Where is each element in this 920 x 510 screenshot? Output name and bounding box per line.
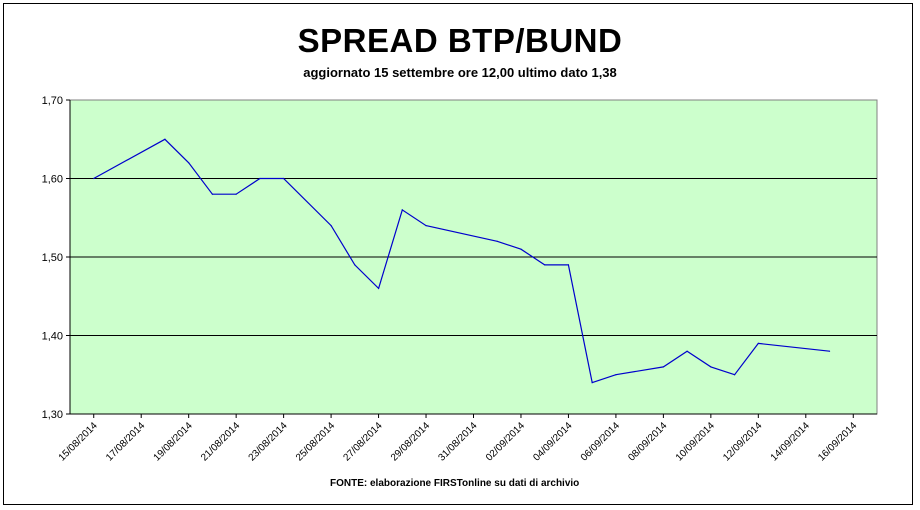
- data-point: [188, 162, 190, 164]
- data-point: [828, 350, 831, 352]
- chart-source: FONTE: elaborazione FIRSTonline su dati …: [330, 478, 580, 489]
- data-point: [757, 342, 759, 344]
- data-point: [615, 374, 617, 376]
- x-tick-label: 15/08/2014: [57, 420, 100, 463]
- y-tick-label: 1,50: [42, 252, 63, 264]
- data-point: [686, 350, 688, 352]
- data-point: [93, 177, 95, 180]
- series-line: [93, 138, 830, 384]
- data-point: [591, 382, 593, 384]
- x-tick-label: 29/08/2014: [389, 420, 432, 463]
- data-point: [401, 209, 403, 211]
- data-point: [259, 177, 261, 180]
- x-tick-label: 12/09/2014: [721, 420, 764, 463]
- x-tick-label: 02/09/2014: [484, 420, 527, 463]
- x-tick-label: 04/09/2014: [531, 420, 574, 463]
- y-tick-label: 1,40: [42, 331, 63, 343]
- x-tick-label: 06/09/2014: [579, 420, 622, 463]
- data-point: [330, 225, 332, 227]
- x-tick-label: 08/09/2014: [626, 420, 669, 463]
- x-tick-label: 21/08/2014: [199, 420, 242, 463]
- data-point: [164, 138, 166, 140]
- data-point: [283, 177, 285, 180]
- x-tick-label: 31/08/2014: [436, 420, 479, 463]
- x-tick-label: 17/08/2014: [104, 420, 147, 463]
- data-point: [377, 287, 380, 289]
- x-tick-label: 23/08/2014: [247, 420, 290, 463]
- data-point: [662, 366, 664, 368]
- y-tick-label: 1,30: [42, 409, 63, 421]
- x-tick-label: 19/08/2014: [152, 420, 195, 463]
- data-point: [567, 264, 570, 266]
- chart-title: SPREAD BTP/BUND: [297, 22, 623, 59]
- data-point: [496, 240, 498, 242]
- data-point: [211, 193, 214, 195]
- x-tick-label: 10/09/2014: [674, 420, 717, 463]
- x-tick-label: 14/09/2014: [769, 420, 812, 463]
- chart-subtitle: aggiornato 15 settembre ore 12,00 ultimo…: [303, 65, 617, 80]
- data-point: [544, 264, 546, 266]
- data-point: [235, 193, 237, 195]
- y-tick-label: 1,70: [42, 95, 63, 107]
- y-tick-label: 1,60: [42, 174, 63, 186]
- data-point: [733, 374, 736, 376]
- data-point: [710, 366, 712, 368]
- x-tick-label: 27/08/2014: [342, 420, 385, 463]
- data-point: [520, 248, 522, 250]
- data-point: [354, 264, 356, 266]
- x-tick-label: 25/08/2014: [294, 420, 337, 463]
- x-tick-label: 16/09/2014: [816, 420, 859, 463]
- data-point: [425, 225, 427, 227]
